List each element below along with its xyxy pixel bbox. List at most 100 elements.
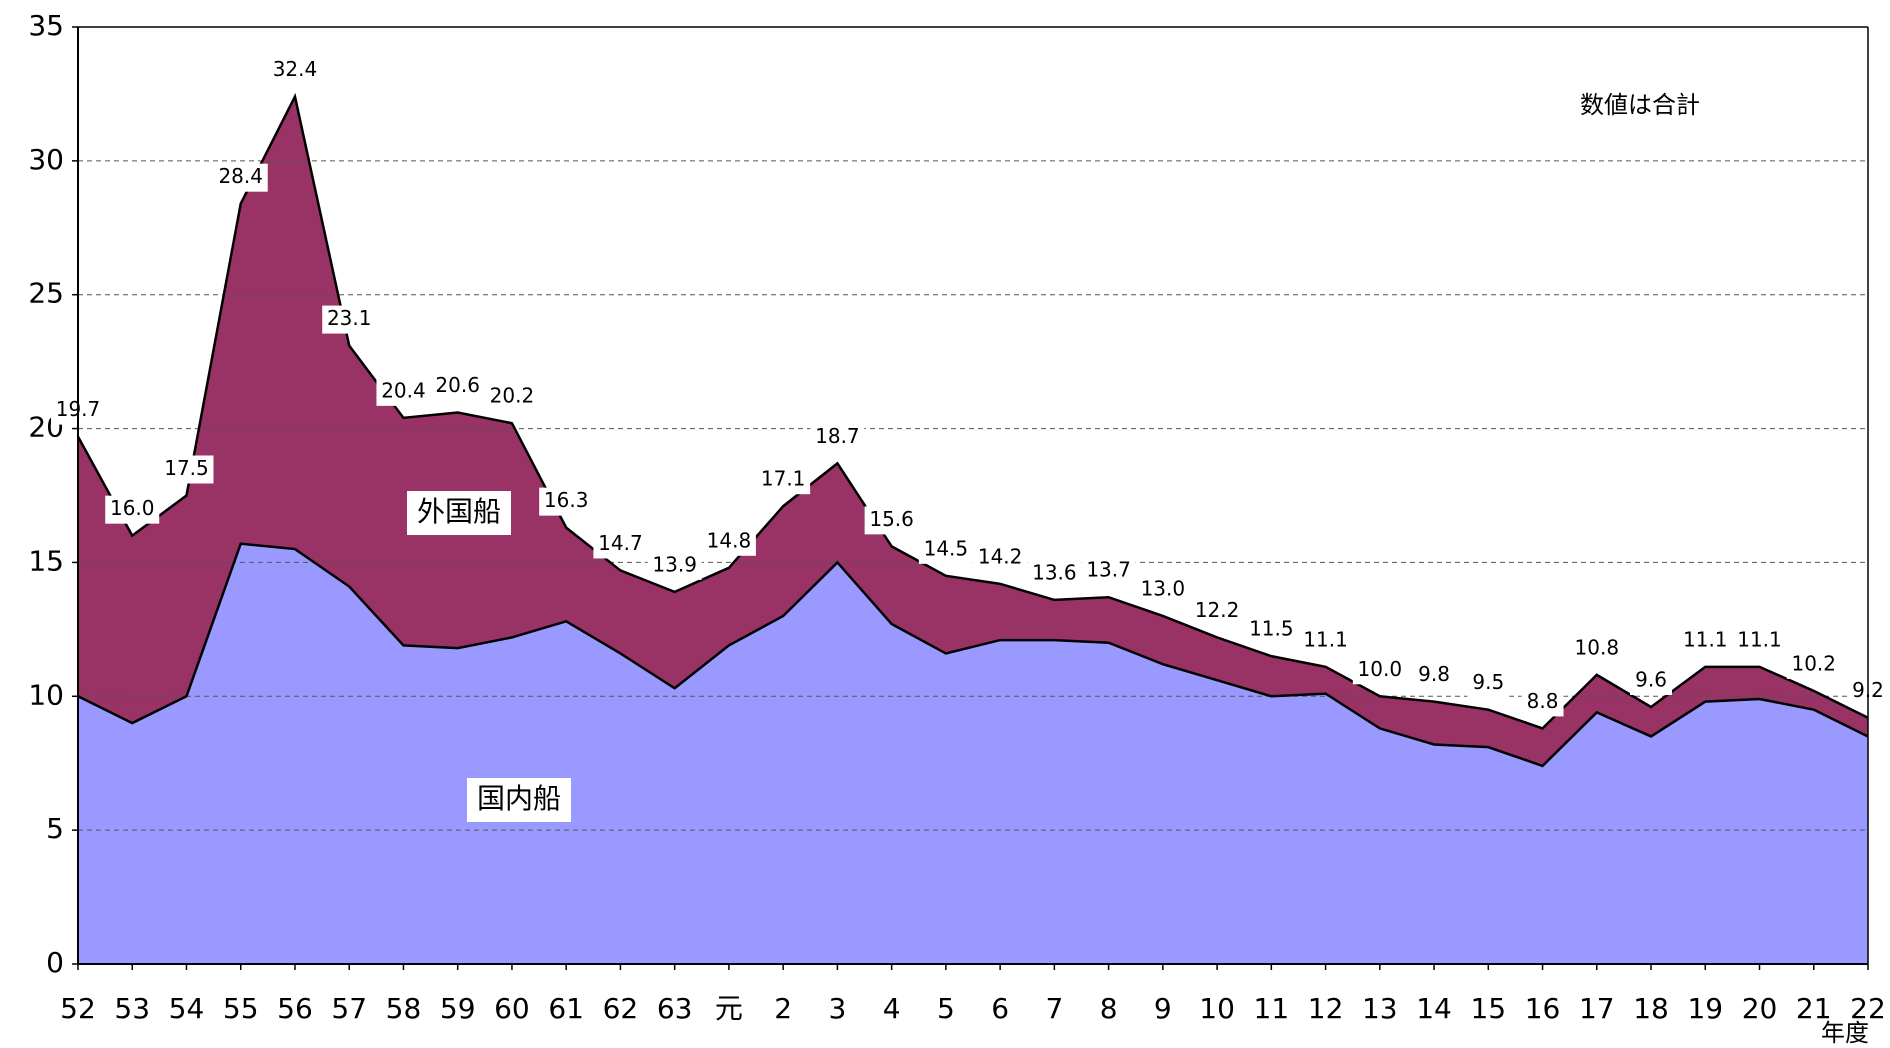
data-label: 13.0 [1141,576,1186,600]
area-outline [77,542,1869,768]
data-label: 20.2 [490,384,535,408]
x-tick-label: 52 [60,992,96,1025]
label-bg [1521,688,1564,717]
label-bg [1630,666,1673,695]
x-tick-label: 18 [1633,992,1669,1025]
x-tick-label: 3 [828,992,846,1025]
label-bg [647,551,702,580]
label-bg [1569,634,1624,663]
series-label-bg [407,491,511,535]
x-tick-label: 5 [937,992,955,1025]
data-label: 23.1 [327,306,372,330]
data-label: 16.3 [544,488,589,512]
data-label: 10.2 [1791,651,1836,675]
data-label: 13.6 [1032,560,1077,584]
label-bg [1732,626,1787,655]
data-label: 32.4 [273,57,318,81]
x-tick-label: 56 [277,992,313,1025]
label-bg [1298,626,1353,655]
label-bg [1135,575,1190,604]
data-label: 13.7 [1086,558,1131,582]
x-tick-label: 22 [1850,992,1886,1025]
label-bg [1786,650,1841,679]
data-label: 17.5 [164,456,209,480]
data-label: 8.8 [1527,689,1559,713]
y-tick-label: 10 [28,678,64,711]
label-bg [430,372,485,401]
label-bg [213,163,268,192]
x-tick-label: 55 [223,992,259,1025]
x-tick-label: 20 [1742,992,1778,1025]
label-bg [1678,626,1733,655]
data-label: 18.7 [815,424,860,448]
data-label: 11.1 [1303,627,1348,651]
label-bg [159,455,214,484]
series-label: 外国船 [417,495,501,528]
x-tick-label: 54 [169,992,205,1025]
data-label: 14.7 [598,531,643,555]
data-label: 11.5 [1249,617,1294,641]
data-label: 20.4 [381,378,426,402]
series-label-bg [467,778,571,822]
label-bg [701,527,756,556]
x-tick-label: 58 [386,992,422,1025]
label-bg [593,530,648,559]
label-bg [973,543,1028,572]
label-bg [267,56,322,85]
y-tick-label: 15 [28,544,64,577]
x-tick-label: 6 [991,992,1009,1025]
y-tick-label: 25 [28,277,64,310]
x-tick-label: 15 [1470,992,1506,1025]
x-tick-label: 59 [440,992,476,1025]
data-label: 15.6 [869,507,914,531]
x-tick-label: 7 [1045,992,1063,1025]
x-tick-label: 元 [715,992,743,1025]
x-tick-label: 19 [1687,992,1723,1025]
label-bg [810,423,865,452]
data-label: 10.8 [1575,635,1620,659]
data-label: 28.4 [218,164,263,188]
data-label: 14.8 [707,528,752,552]
label-bg [105,495,160,524]
data-label: 13.9 [652,552,697,576]
y-tick-label: 0 [46,946,64,979]
x-tick-label: 53 [114,992,150,1025]
area [78,543,1868,964]
label-bg [1244,616,1299,645]
x-tick-label: 61 [548,992,584,1025]
data-label: 9.8 [1418,662,1450,686]
x-tick-label: 62 [603,992,639,1025]
x-tick-label: 60 [494,992,530,1025]
x-tick-label: 57 [331,992,367,1025]
data-label: 14.5 [924,536,969,560]
label-bg [864,506,919,535]
x-tick-label: 12 [1308,992,1344,1025]
label-bg [1352,656,1407,685]
label-bg [484,383,539,412]
data-label: 20.6 [435,373,480,397]
label-bg [918,535,973,564]
label-bg [1190,597,1245,626]
data-label: 16.0 [110,496,155,520]
label-bg [376,377,431,406]
data-label: 9.6 [1635,667,1667,691]
area-outline [76,92,1869,730]
x-tick-label: 4 [883,992,901,1025]
x-tick-label: 13 [1362,992,1398,1025]
y-tick-label: 5 [46,812,64,845]
label-bg [1413,661,1456,690]
x-tick-label: 16 [1525,992,1561,1025]
x-tick-label: 11 [1254,992,1290,1025]
data-label: 9.5 [1472,670,1504,694]
x-tick-label: 8 [1100,992,1118,1025]
data-label: 10.0 [1358,657,1403,681]
x-tick-label: 63 [657,992,693,1025]
data-label: 11.1 [1683,627,1728,651]
annotation: 数値は合計 [1580,91,1700,119]
data-label: 14.2 [978,544,1023,568]
data-label: 11.1 [1737,627,1782,651]
label-bg [1027,559,1082,588]
data-label: 17.1 [761,467,806,491]
